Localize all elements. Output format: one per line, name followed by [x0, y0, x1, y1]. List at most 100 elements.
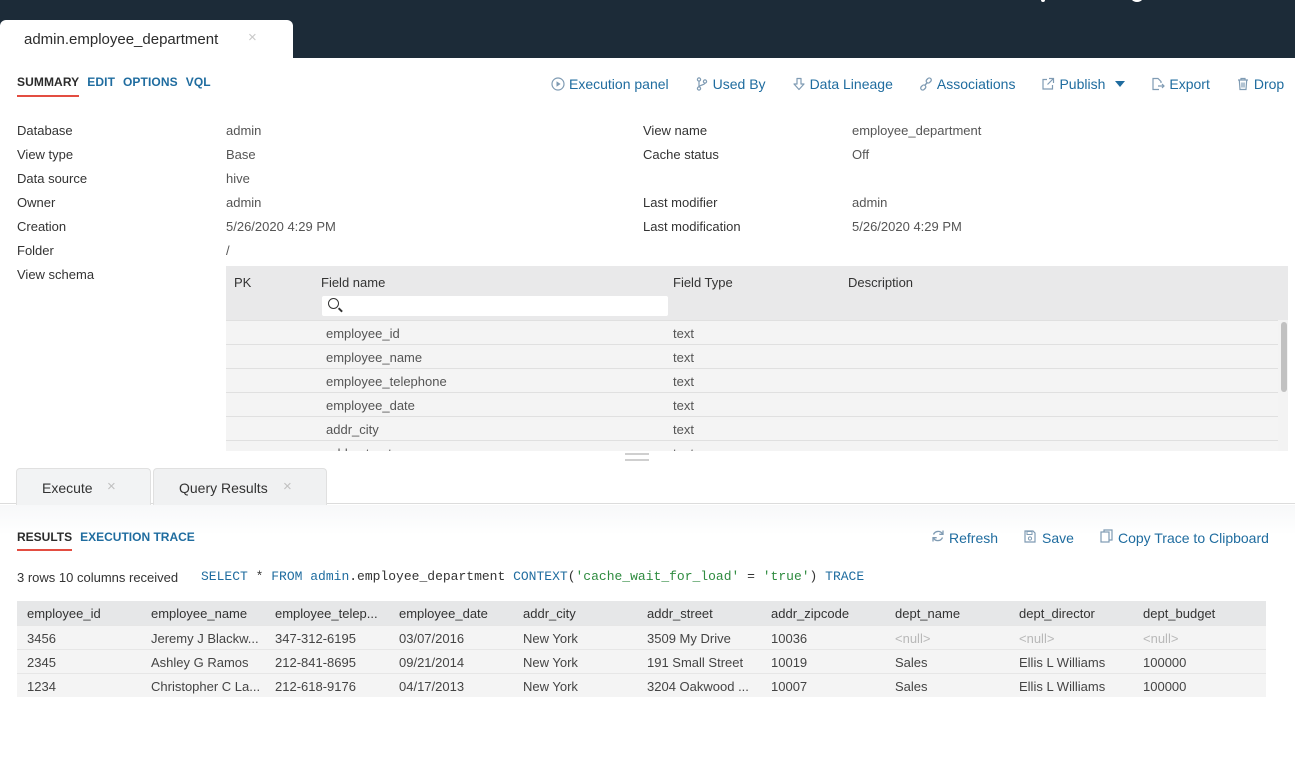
folder-value: / [226, 243, 230, 258]
export-file-icon [1151, 77, 1166, 91]
table-cell: 212-841-8695 [275, 655, 356, 670]
data-source-label: Data source [17, 171, 88, 186]
panel-resize-handle[interactable] [625, 453, 649, 461]
column-header[interactable]: employee_date [399, 606, 488, 621]
column-header[interactable]: employee_telep... [275, 606, 378, 621]
schema-row[interactable]: employee_telephone text [226, 368, 1278, 392]
header-logo-fragment [1129, 0, 1145, 2]
document-tab-title: admin.employee_department [24, 31, 219, 48]
tab-options[interactable]: OPTIONS [123, 75, 178, 89]
table-cell: 10036 [771, 631, 808, 646]
refresh-button[interactable]: Refresh [931, 529, 998, 546]
schema-field-name: addr_city [326, 422, 379, 437]
associations-label: Associations [936, 76, 1016, 92]
tab-query-results[interactable]: Query Results × [153, 468, 327, 505]
column-header[interactable]: addr_city [523, 606, 576, 621]
close-icon[interactable]: × [248, 29, 257, 46]
view-name-value: employee_department [852, 123, 982, 138]
copy-icon [1100, 529, 1114, 546]
save-button[interactable]: Save [1024, 530, 1074, 546]
schema-field-name: addr_street [326, 446, 392, 451]
top-bar: admin.employee_department × [0, 0, 1295, 58]
column-header[interactable]: employee_id [27, 606, 101, 621]
schema-field-name: employee_name [326, 350, 423, 365]
execution-panel-button[interactable]: Execution panel [551, 76, 669, 92]
table-cell: New York [523, 655, 578, 670]
query-select: SELECT [201, 569, 248, 584]
table-cell: 3204 Oakwood ... [647, 679, 749, 694]
table-cell-null: <null> [1019, 631, 1055, 646]
view-schema-table: PK Field name Field Type Description emp… [226, 266, 1288, 451]
drop-button[interactable]: Drop [1236, 76, 1284, 92]
executed-query: SELECT * FROM admin.employee_department … [201, 569, 864, 584]
tab-vql[interactable]: VQL [185, 75, 211, 89]
export-label: Export [1169, 76, 1210, 92]
column-header[interactable]: dept_budget [1143, 606, 1216, 621]
last-modifier-value: admin [852, 195, 888, 210]
publish-button[interactable]: Publish [1041, 76, 1126, 92]
tab-execute[interactable]: Execute × [16, 468, 151, 505]
column-header[interactable]: addr_zipcode [771, 606, 850, 621]
table-cell: Ellis L Williams [1019, 679, 1106, 694]
results-toolbar: Refresh Save Copy Trace to Clipboard [931, 529, 1269, 546]
tab-edit[interactable]: EDIT [87, 75, 115, 89]
field-name-header[interactable]: Field name [321, 275, 386, 290]
table-cell: 10019 [771, 655, 808, 670]
column-header[interactable]: dept_name [895, 606, 961, 621]
external-link-icon [1041, 77, 1055, 91]
data-lineage-label: Data Lineage [809, 76, 893, 92]
copy-trace-label: Copy Trace to Clipboard [1117, 529, 1269, 546]
creation-label: Creation [17, 219, 67, 234]
table-row[interactable]: 3456 Jeremy J Blackw... 347-312-6195 03/… [17, 625, 1266, 649]
schema-row[interactable]: addr_street text [226, 440, 1278, 451]
table-row[interactable]: 1234 Christopher C La... 212-618-9176 04… [17, 673, 1266, 697]
tab-summary[interactable]: SUMMARY [17, 75, 80, 97]
schema-row[interactable]: employee_id text [226, 320, 1278, 344]
query-val: 'true' [762, 569, 810, 584]
view-type-label: View type [17, 147, 74, 162]
description-header[interactable]: Description [848, 275, 914, 290]
schema-field-name: employee_date [326, 398, 415, 413]
table-cell: 10007 [771, 679, 808, 694]
column-header[interactable]: employee_name [151, 606, 248, 621]
search-icon [328, 298, 339, 309]
column-header[interactable]: dept_director [1019, 606, 1095, 621]
field-type-header[interactable]: Field Type [673, 275, 733, 290]
export-button[interactable]: Export [1151, 76, 1210, 92]
view-subtabs: SUMMARY EDIT OPTIONS VQL [17, 75, 211, 97]
schema-scrollbar[interactable] [1281, 322, 1287, 392]
chevron-down-icon[interactable] [1115, 81, 1126, 87]
document-tab[interactable]: admin.employee_department × [0, 20, 293, 58]
close-icon[interactable]: × [107, 478, 116, 495]
query-from: FROM [271, 569, 303, 584]
schema-row[interactable]: addr_city text [226, 416, 1278, 440]
used-by-button[interactable]: Used By [695, 76, 766, 92]
associations-button[interactable]: Associations [919, 76, 1016, 92]
table-row[interactable]: 2345 Ashley G Ramos 212-841-8695 09/21/2… [17, 649, 1266, 673]
refresh-label: Refresh [949, 529, 999, 546]
table-cell: 3509 My Drive [647, 631, 731, 646]
table-cell: 100000 [1143, 679, 1187, 694]
schema-field-type: text [673, 374, 694, 389]
tab-execution-trace[interactable]: EXECUTION TRACE [80, 530, 195, 544]
tab-results[interactable]: RESULTS [17, 530, 73, 551]
close-icon[interactable]: × [283, 478, 292, 495]
schema-row[interactable]: employee_date text [226, 392, 1278, 416]
table-cell: Sales [895, 679, 928, 694]
table-cell: Ellis L Williams [1019, 655, 1106, 670]
table-cell: 03/07/2016 [399, 631, 465, 646]
folder-label: Folder [17, 243, 54, 258]
data-lineage-button[interactable]: Data Lineage [792, 76, 893, 92]
database-value: admin [226, 123, 262, 138]
table-cell: New York [523, 631, 578, 646]
last-modification-label: Last modification [643, 219, 741, 234]
table-cell: 100000 [1143, 655, 1187, 670]
table-cell: 191 Small Street [647, 655, 744, 670]
column-header[interactable]: addr_street [647, 606, 713, 621]
field-name-search-input[interactable] [322, 296, 668, 316]
database-label: Database [17, 123, 73, 138]
copy-trace-button[interactable]: Copy Trace to Clipboard [1100, 529, 1269, 546]
schema-row[interactable]: employee_name text [226, 344, 1278, 368]
trash-icon [1236, 77, 1250, 91]
table-cell: Sales [895, 655, 928, 670]
